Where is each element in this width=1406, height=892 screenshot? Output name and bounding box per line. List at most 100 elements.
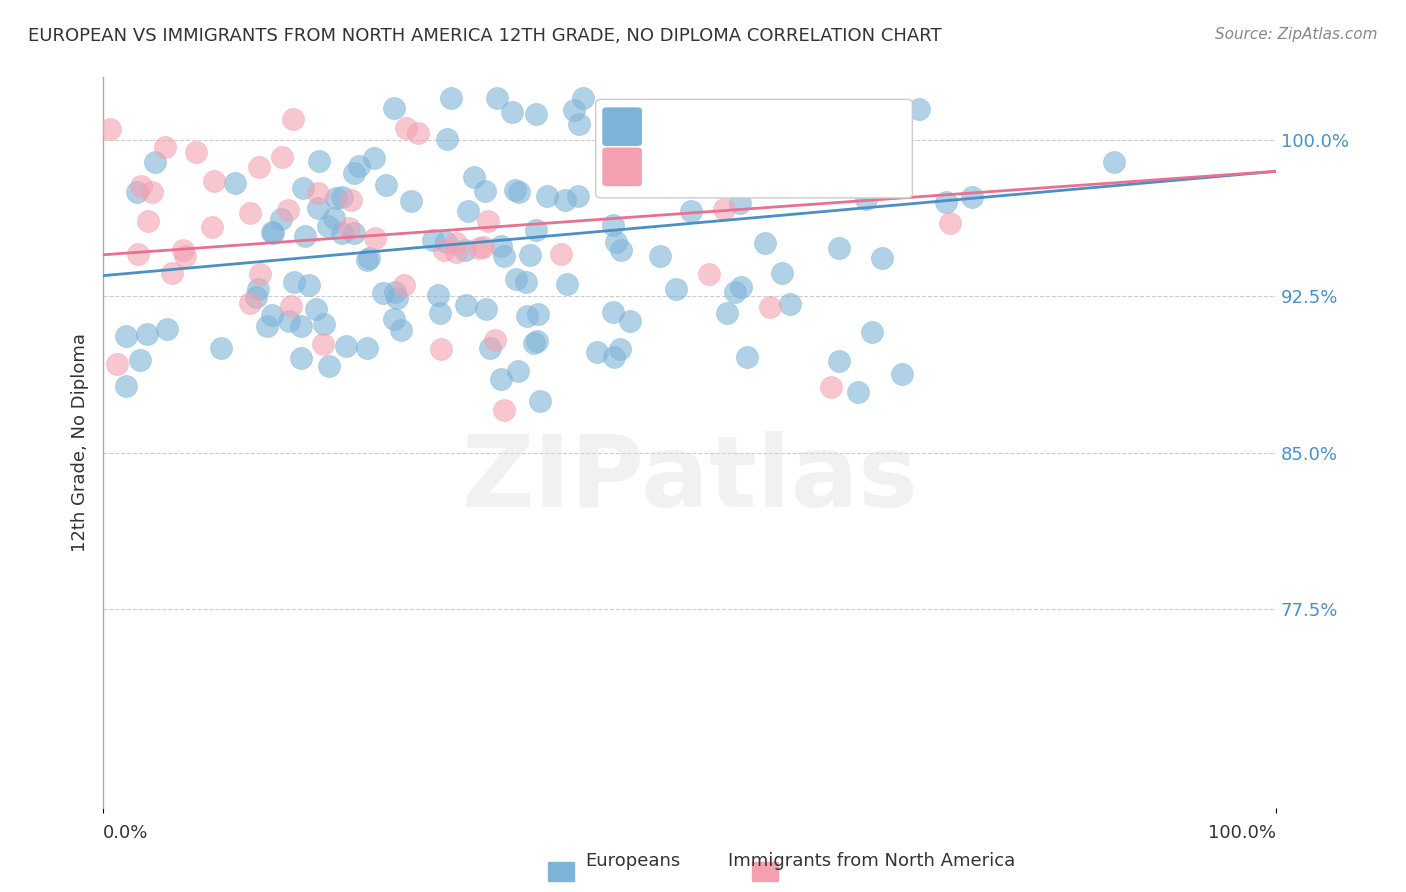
Point — [312, 317, 335, 331]
Text: Europeans: Europeans — [585, 852, 681, 870]
Point — [129, 179, 152, 194]
Point — [330, 189, 353, 203]
Point — [605, 235, 627, 250]
Point — [907, 103, 929, 117]
Point — [256, 319, 278, 334]
Point — [675, 112, 697, 127]
Point — [337, 221, 360, 235]
Point — [114, 329, 136, 343]
Point — [322, 211, 344, 226]
Point — [349, 159, 371, 173]
Point — [439, 91, 461, 105]
Y-axis label: 12th Grade, No Diploma: 12th Grade, No Diploma — [72, 333, 89, 552]
Point — [505, 272, 527, 286]
Point — [262, 226, 284, 240]
Point — [567, 189, 589, 203]
Point — [754, 236, 776, 251]
Text: Immigrants from North America: Immigrants from North America — [728, 852, 1015, 870]
Point — [454, 244, 477, 258]
Text: R = 0.162   N = 46: R = 0.162 N = 46 — [643, 155, 828, 175]
Point — [728, 195, 751, 210]
Point — [308, 154, 330, 169]
Point — [245, 290, 267, 304]
Point — [602, 105, 624, 120]
Point — [127, 247, 149, 261]
Point — [554, 194, 576, 208]
Point — [325, 191, 347, 205]
Point — [239, 296, 262, 310]
Point — [524, 107, 547, 121]
Point — [709, 178, 731, 193]
Point — [429, 306, 451, 320]
Point — [422, 233, 444, 247]
Point — [394, 277, 416, 292]
Point — [371, 286, 394, 301]
Point — [297, 277, 319, 292]
Point — [249, 267, 271, 281]
Point — [550, 247, 572, 261]
Point — [290, 318, 312, 333]
Point — [406, 126, 429, 140]
Point — [770, 266, 793, 280]
Point — [384, 312, 406, 326]
Point — [962, 190, 984, 204]
Point — [716, 306, 738, 320]
Point — [524, 223, 547, 237]
Point — [650, 249, 672, 263]
Point — [870, 251, 893, 265]
Point — [356, 253, 378, 268]
Point — [389, 323, 412, 337]
Point — [609, 161, 631, 176]
Point — [846, 384, 869, 399]
Point — [359, 251, 381, 265]
Point — [308, 202, 330, 216]
Point — [860, 325, 883, 339]
Point — [713, 202, 735, 217]
Text: 0.0%: 0.0% — [103, 824, 149, 842]
Point — [260, 308, 283, 322]
Point — [935, 194, 957, 209]
Point — [489, 372, 512, 386]
Point — [384, 285, 406, 299]
Point — [603, 351, 626, 365]
Point — [939, 216, 962, 230]
Point — [485, 91, 508, 105]
Point — [527, 307, 550, 321]
Point — [156, 321, 179, 335]
Point — [555, 277, 578, 291]
Point — [820, 379, 842, 393]
Point — [586, 344, 609, 359]
Point — [523, 335, 546, 350]
Point — [444, 235, 467, 250]
Point — [427, 288, 450, 302]
Point — [136, 326, 159, 341]
Point — [619, 314, 641, 328]
Point — [724, 285, 747, 299]
Point — [127, 185, 149, 199]
Point — [356, 341, 378, 355]
Point — [283, 275, 305, 289]
Point — [508, 186, 530, 200]
Point — [305, 301, 328, 316]
Point — [294, 228, 316, 243]
Point — [247, 282, 270, 296]
Point — [105, 357, 128, 371]
Point — [247, 160, 270, 174]
Point — [516, 309, 538, 323]
Point — [330, 226, 353, 240]
Point — [115, 379, 138, 393]
Point — [489, 239, 512, 253]
Point — [468, 241, 491, 255]
Point — [855, 192, 877, 206]
Point — [399, 194, 422, 208]
Point — [828, 354, 851, 368]
Point — [519, 247, 541, 261]
Point — [291, 181, 314, 195]
Point — [172, 243, 194, 257]
Point — [506, 364, 529, 378]
Point — [474, 302, 496, 317]
Point — [659, 178, 682, 193]
FancyBboxPatch shape — [596, 99, 912, 198]
Point — [280, 299, 302, 313]
Point — [444, 245, 467, 260]
